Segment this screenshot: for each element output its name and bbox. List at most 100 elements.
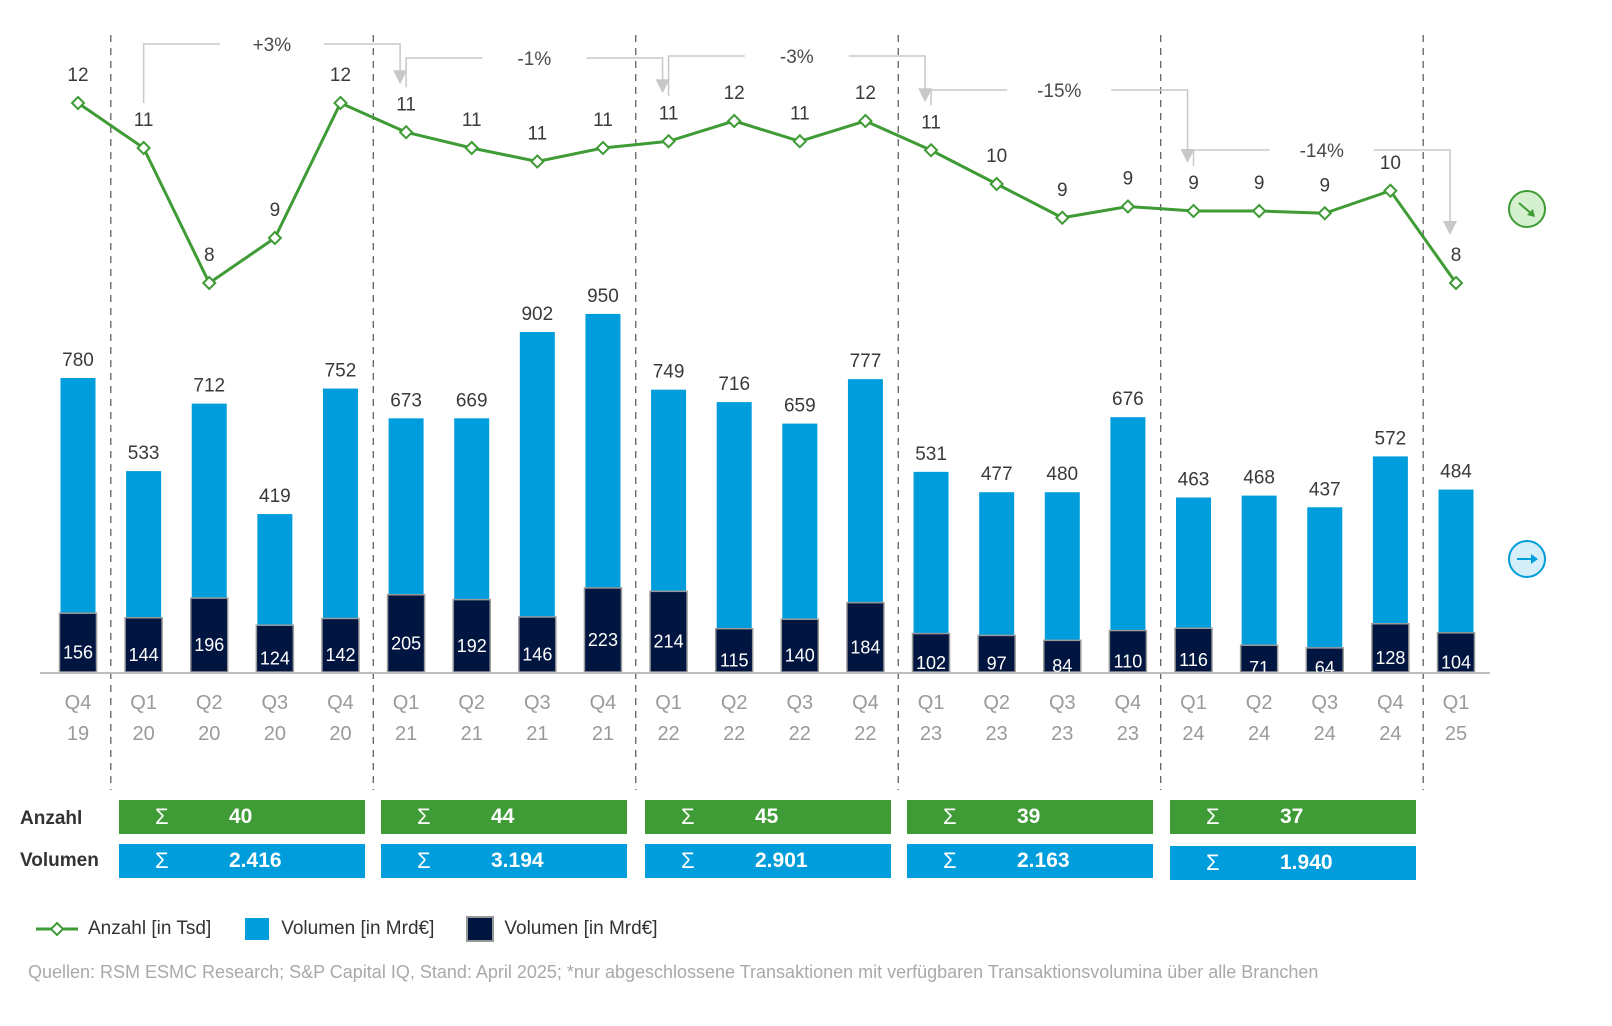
bar-label-volumen-total: 531 <box>915 444 947 465</box>
summary-volumen-box: Σ 1.940 <box>1170 846 1416 880</box>
bar-label-volumen-total: 419 <box>259 486 291 507</box>
x-tick-quarter: Q4 <box>1377 692 1404 714</box>
x-tick-year: 22 <box>657 723 679 745</box>
bar-volumen-dark <box>583 587 623 673</box>
summary-anzahl-box: Σ 39 <box>907 800 1153 834</box>
bar-label-volumen-dark: 115 <box>720 650 749 670</box>
anzahl-point-label: 10 <box>1380 153 1401 174</box>
bar-label-volumen-total: 463 <box>1178 469 1210 490</box>
anzahl-line <box>77 101 1458 286</box>
anzahl-point <box>1251 203 1267 219</box>
bracket-line <box>323 43 401 73</box>
bar-volumen-total <box>519 332 555 672</box>
bar-label-volumen-total: 477 <box>981 464 1013 485</box>
sigma-icon: Σ <box>681 804 695 829</box>
anzahl-point <box>464 140 480 156</box>
anzahl-point-label: 12 <box>855 83 876 104</box>
x-tick-quarter: Q4 <box>852 692 879 714</box>
x-tick-year: 23 <box>986 723 1008 745</box>
anzahl-point-label: 9 <box>1123 169 1134 190</box>
bar-volumen-dark <box>1174 627 1213 673</box>
legend-item-volumen-light: Volumen [in Mrd€] <box>245 918 434 940</box>
bar-label-volumen-dark: 223 <box>588 630 618 650</box>
x-tick-quarter: Q3 <box>786 692 813 714</box>
anzahl-point-label: 9 <box>1188 173 1199 194</box>
summary-volumen-box: Σ 3.194 <box>381 844 627 878</box>
year-change-label: -1% <box>517 49 551 70</box>
bracket-arrow-icon <box>655 79 670 94</box>
bar-label-volumen-dark: 156 <box>63 643 93 663</box>
anzahl-point <box>923 142 939 158</box>
anzahl-point-label: 8 <box>204 245 215 266</box>
x-tick-year: 20 <box>132 723 154 745</box>
summary-volumen-value: 2.416 <box>229 849 282 872</box>
x-tick-year: 24 <box>1248 723 1270 745</box>
bar-label-volumen-total: 676 <box>1112 389 1144 410</box>
anzahl-point-label: 11 <box>396 94 416 115</box>
source-footnote: Quellen: RSM ESMC Research; S&P Capital … <box>28 962 1319 982</box>
year-change-label: +3% <box>253 35 292 56</box>
x-tick-year: 24 <box>1314 723 1336 745</box>
sigma-icon: Σ <box>417 848 431 873</box>
bracket-arrow-icon <box>1443 221 1457 235</box>
anzahl-point <box>1186 203 1201 219</box>
volumen-row-label: Volumen <box>20 850 99 871</box>
bar-volumen-dark <box>1371 623 1410 673</box>
bar-label-volumen-dark: 146 <box>522 644 552 664</box>
anzahl-point-label: 9 <box>1254 173 1265 194</box>
x-tick-quarter: Q2 <box>983 692 1010 714</box>
bar-label-volumen-total: 572 <box>1375 428 1407 449</box>
bar-volumen-dark <box>58 612 98 673</box>
bar-volumen-total <box>1241 495 1277 672</box>
anzahl-point-label: 12 <box>330 65 351 86</box>
bar-label-volumen-dark: 214 <box>654 632 684 652</box>
bar-label-volumen-dark: 142 <box>325 645 355 665</box>
bar-volumen-dark <box>846 601 885 673</box>
bar-volumen-dark <box>1043 639 1082 673</box>
year-change-label: -3% <box>780 47 814 68</box>
anzahl-point <box>136 140 152 156</box>
legend-line-marker-icon <box>36 921 78 937</box>
bar-label-volumen-dark: 128 <box>1375 648 1405 668</box>
x-tick-quarter: Q4 <box>1115 692 1142 714</box>
bar-label-volumen-total: 752 <box>325 361 357 382</box>
summary-volumen-box: Σ 2.416 <box>119 844 365 878</box>
anzahl-point <box>1382 183 1398 199</box>
bracket-line <box>1192 149 1270 166</box>
summary-anzahl-box: Σ 44 <box>381 800 627 834</box>
bar-label-volumen-total: 950 <box>587 286 619 307</box>
anzahl-point <box>595 140 611 156</box>
bar-volumen-dark <box>386 593 426 673</box>
summary-anzahl-value: 45 <box>755 805 779 828</box>
summary-volumen-value: 2.901 <box>755 849 808 872</box>
bar-label-volumen-total: 468 <box>1243 468 1275 489</box>
anzahl-point-label: 11 <box>527 124 547 145</box>
volumen-trend-flat-icon <box>1508 540 1546 578</box>
x-tick-year: 24 <box>1379 723 1401 745</box>
x-tick-quarter: Q4 <box>65 692 92 714</box>
bar-label-volumen-dark: 64 <box>1315 658 1335 678</box>
anzahl-point-label: 9 <box>270 200 281 221</box>
x-tick-quarter: Q1 <box>1443 692 1470 714</box>
legend-swatch-dark-navy <box>466 916 495 942</box>
bar-volumen-dark <box>1436 632 1476 673</box>
anzahl-point <box>398 124 414 140</box>
bar-label-volumen-total: 669 <box>456 390 488 411</box>
x-tick-year: 24 <box>1182 723 1204 745</box>
anzahl-point <box>989 176 1005 192</box>
x-tick-year: 20 <box>198 723 220 745</box>
anzahl-point-label: 12 <box>724 83 745 104</box>
bar-label-volumen-total: 673 <box>390 390 422 411</box>
x-tick-year: 21 <box>592 723 614 745</box>
x-tick-quarter: Q1 <box>130 692 157 714</box>
anzahl-point-label: 11 <box>659 103 679 124</box>
x-tick-quarter: Q3 <box>1311 692 1338 714</box>
bar-label-volumen-total: 749 <box>653 362 685 383</box>
anzahl-point-label: 11 <box>134 110 154 131</box>
x-tick-year: 22 <box>723 723 745 745</box>
anzahl-point <box>201 275 217 291</box>
summary-anzahl-box: Σ 37 <box>1170 800 1416 834</box>
x-tick-quarter: Q4 <box>590 692 617 714</box>
x-tick-quarter: Q1 <box>1180 692 1207 714</box>
